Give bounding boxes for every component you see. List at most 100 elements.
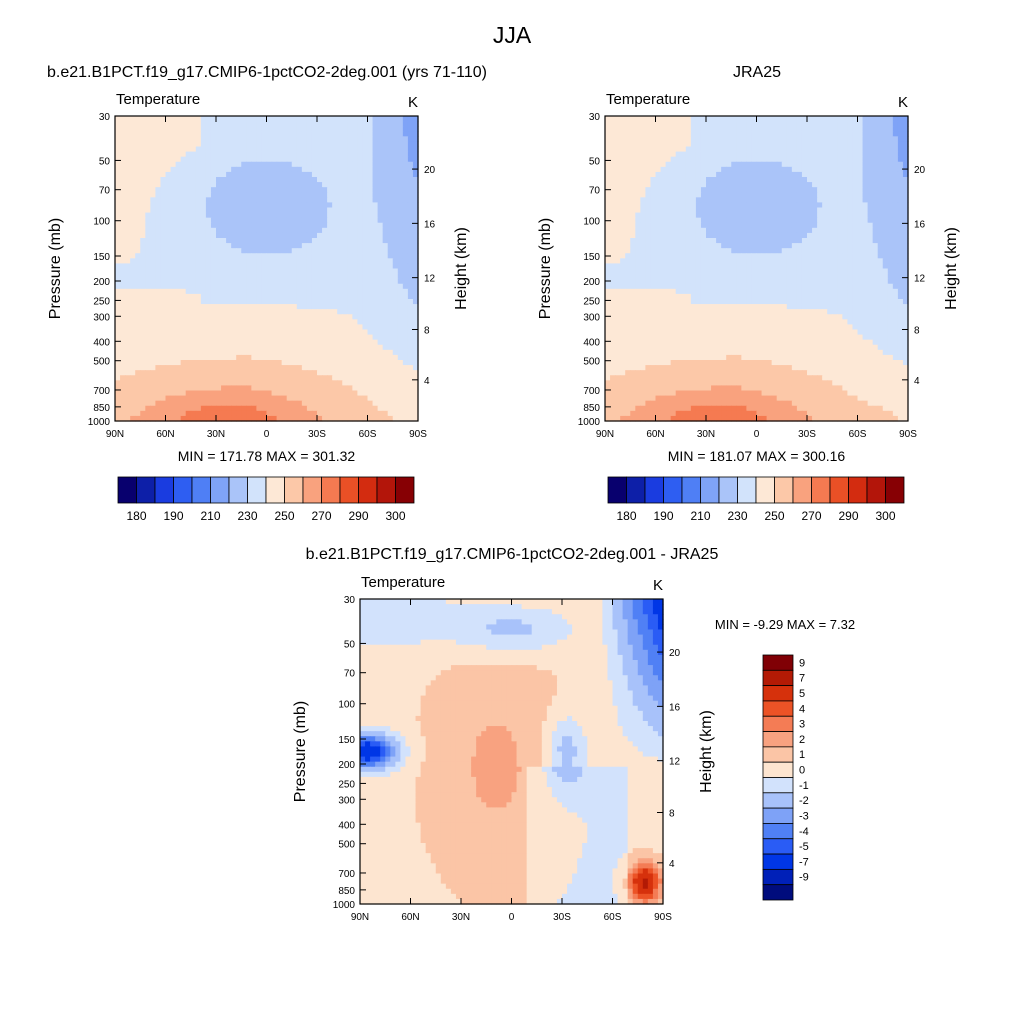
heatmap-cell bbox=[216, 273, 222, 280]
heatmap-cell bbox=[397, 227, 404, 234]
heatmap-cell bbox=[311, 126, 318, 132]
heatmap-cell bbox=[706, 161, 712, 168]
heatmap-cell bbox=[322, 238, 328, 244]
heatmap-cell bbox=[190, 197, 197, 204]
heatmap-cell bbox=[655, 222, 662, 229]
heatmap-cell bbox=[392, 161, 399, 168]
heatmap-cell bbox=[347, 334, 353, 341]
heatmap-cell bbox=[776, 177, 783, 183]
heatmap-cell bbox=[115, 222, 121, 229]
heatmap-cell bbox=[175, 263, 182, 270]
heatmap-cell bbox=[660, 202, 667, 209]
heatmap-cell bbox=[377, 207, 384, 214]
heatmap-cell bbox=[185, 400, 192, 407]
heatmap-cell bbox=[291, 136, 298, 143]
heatmap-cell bbox=[892, 166, 899, 173]
heatmap-cell bbox=[251, 248, 257, 254]
heatmap-cell bbox=[306, 405, 313, 412]
heatmap-cell bbox=[352, 278, 358, 285]
heatmap-cell bbox=[630, 207, 636, 214]
heatmap-cell bbox=[165, 415, 172, 422]
heatmap-cell bbox=[135, 197, 141, 204]
heatmap-cell bbox=[685, 171, 692, 178]
heatmap-cell bbox=[251, 141, 257, 148]
heatmap-cell bbox=[392, 156, 399, 163]
heatmap-cell bbox=[367, 375, 374, 381]
heatmap-cell bbox=[216, 278, 222, 285]
heatmap-cell bbox=[210, 263, 217, 270]
heatmap-cell bbox=[115, 131, 121, 137]
heatmap-cell bbox=[185, 273, 192, 280]
heatmap-cell bbox=[902, 161, 909, 168]
heatmap-cell bbox=[200, 314, 207, 320]
heatmap-cell bbox=[862, 131, 869, 137]
heatmap-cell bbox=[610, 207, 616, 214]
heatmap-cell bbox=[781, 151, 788, 158]
heatmap-cell bbox=[362, 197, 369, 204]
heatmap-cell bbox=[120, 197, 126, 204]
heatmap-cell bbox=[271, 131, 278, 137]
heatmap-cell bbox=[382, 395, 389, 402]
heatmap-cell bbox=[695, 166, 702, 173]
heatmap-cell bbox=[291, 339, 298, 346]
heatmap-cell bbox=[615, 116, 621, 122]
heatmap-cell bbox=[301, 161, 308, 168]
heatmap-cell bbox=[796, 212, 803, 219]
heatmap-cell bbox=[892, 217, 899, 224]
heatmap-cell bbox=[337, 151, 343, 158]
heatmap-cell bbox=[610, 166, 616, 173]
heatmap-cell bbox=[226, 151, 232, 158]
heatmap-cell bbox=[352, 283, 358, 290]
heatmap-cell bbox=[665, 141, 672, 148]
heatmap-cell bbox=[357, 380, 364, 387]
heatmap-cell bbox=[221, 354, 227, 361]
heatmap-cell bbox=[296, 344, 303, 351]
heatmap-cell bbox=[342, 385, 348, 392]
heatmap-cell bbox=[322, 227, 328, 234]
heatmap-cell bbox=[690, 192, 697, 198]
heatmap-cell bbox=[660, 207, 667, 214]
heatmap-cell bbox=[857, 136, 864, 143]
heatmap-cell bbox=[200, 283, 207, 290]
heatmap-cell bbox=[311, 177, 318, 183]
heatmap-cell bbox=[296, 324, 303, 331]
heatmap-cell bbox=[817, 212, 823, 219]
heatmap-cell bbox=[781, 171, 788, 178]
heatmap-cell bbox=[387, 390, 394, 397]
heatmap-cell bbox=[327, 151, 333, 158]
heatmap-cell bbox=[276, 146, 283, 153]
heatmap-cell bbox=[200, 263, 207, 270]
heatmap-cell bbox=[221, 263, 227, 270]
heatmap-cell bbox=[367, 314, 374, 320]
heatmap-cell bbox=[205, 227, 212, 234]
heatmap-cell bbox=[296, 161, 303, 168]
heatmap-cell bbox=[412, 370, 419, 376]
heatmap-cell bbox=[205, 126, 212, 132]
heatmap-cell bbox=[216, 222, 222, 229]
heatmap-cell bbox=[276, 410, 283, 417]
heatmap-cell bbox=[625, 217, 631, 224]
heatmap-cell bbox=[170, 166, 177, 173]
heatmap-cell bbox=[261, 141, 268, 148]
heatmap-cell bbox=[291, 375, 298, 381]
heatmap-cell bbox=[322, 293, 328, 300]
heatmap-cell bbox=[165, 283, 172, 290]
heatmap-cell bbox=[125, 314, 131, 320]
heatmap-cell bbox=[306, 141, 313, 148]
heatmap-cell bbox=[741, 161, 747, 168]
heatmap-cell bbox=[317, 192, 323, 198]
heatmap-cell bbox=[251, 253, 257, 259]
heatmap-cell bbox=[281, 263, 288, 270]
heatmap-cell bbox=[140, 166, 146, 173]
heatmap-cell bbox=[392, 390, 399, 397]
heatmap-cell bbox=[322, 304, 328, 310]
heatmap-cell bbox=[357, 166, 364, 173]
heatmap-cell bbox=[372, 156, 379, 163]
heatmap-cell bbox=[231, 238, 237, 244]
heatmap-cell bbox=[271, 329, 278, 336]
heatmap-cell bbox=[135, 248, 141, 254]
heatmap-cell bbox=[867, 141, 874, 148]
heatmap-cell bbox=[640, 151, 646, 158]
heatmap-cell bbox=[721, 192, 727, 198]
heatmap-cell bbox=[412, 288, 419, 295]
